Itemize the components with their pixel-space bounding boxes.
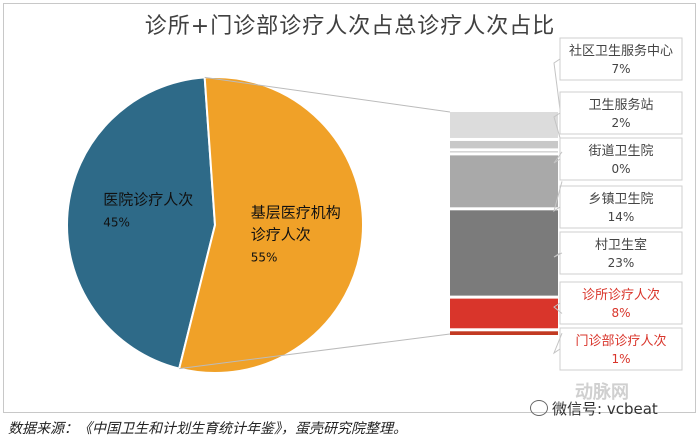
bar-segment-6 <box>450 298 558 329</box>
bar-segment-1 <box>450 112 558 138</box>
pie-slice-1 <box>66 76 217 370</box>
bar-segment-4 <box>450 155 558 208</box>
connector-top <box>204 76 451 113</box>
leader-line-6 <box>553 302 563 314</box>
bar-segment-3 <box>450 151 558 153</box>
callout-box-1 <box>559 37 683 81</box>
callout-box-4 <box>559 185 683 229</box>
segment-label-5: 村卫生室 <box>595 237 647 253</box>
segment-label-2: 卫生服务站 <box>588 97 653 113</box>
pie-slice-2 <box>177 76 364 374</box>
segment-label-1: 社区卫生服务中心 <box>569 43 673 59</box>
bar-segment-2 <box>450 140 558 149</box>
segment-value-label-7: 1% <box>611 352 630 366</box>
wechat-id-text: 微信号: vcbeat <box>552 400 658 418</box>
leader-line-4 <box>553 181 563 213</box>
leader-line-3 <box>553 151 563 164</box>
leader-line-2 <box>553 112 563 145</box>
leader-line-5 <box>553 252 563 258</box>
segment-value-label-3: 0% <box>611 162 630 176</box>
connector-bottom <box>179 333 451 370</box>
segment-label-7: 门诊部诊疗人次 <box>575 333 666 349</box>
segment-label-3: 街道卫生院 <box>588 144 653 159</box>
data-source-note: 数据来源：《中国卫生和计划生育统计年鉴》，蛋壳研究院整理。 <box>8 421 407 437</box>
pie-value-label-2: 55% <box>251 250 278 264</box>
leader-line-7 <box>552 332 563 355</box>
segment-value-label-1: 7% <box>611 62 630 76</box>
bar-segment-5 <box>450 210 558 296</box>
segment-label-6: 诊所诊疗人次 <box>582 287 660 303</box>
wechat-id: 微信号: vcbeat <box>530 398 658 419</box>
segment-value-label-4: 14% <box>608 210 635 224</box>
callout-box-5 <box>559 231 683 275</box>
wechat-icon <box>530 400 548 416</box>
bar-segment-7 <box>450 331 558 335</box>
chart-title: 诊所+门诊部诊疗人次占总诊疗人次占比 <box>144 14 556 39</box>
pie-category-label-2: 诊疗人次 <box>251 225 311 243</box>
pie-value-label-1: 45% <box>103 216 130 230</box>
segment-value-label-6: 8% <box>611 306 630 320</box>
callout-box-3 <box>559 137 683 181</box>
callout-box-6 <box>559 281 683 325</box>
callout-box-7 <box>559 327 683 371</box>
segment-value-label-2: 2% <box>611 116 630 130</box>
segment-value-label-5: 23% <box>608 256 635 270</box>
watermark-logo: 动脉网 <box>575 382 629 403</box>
pie-category-label-2: 基层医疗机构 <box>251 203 341 221</box>
segment-label-4: 乡镇卫生院 <box>588 192 653 207</box>
pie-category-label-1: 医院诊疗人次 <box>103 191 193 209</box>
leader-line-1 <box>553 58 563 126</box>
